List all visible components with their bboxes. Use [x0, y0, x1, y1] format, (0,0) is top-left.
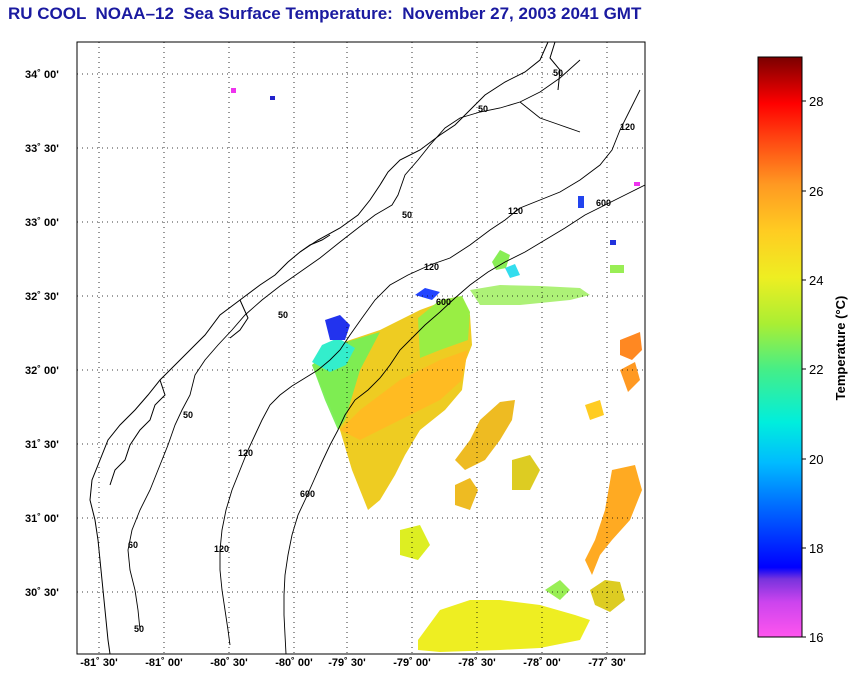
lon-tick-label: -78˚ 30' [458, 657, 496, 669]
sst-dot-magenta-e [634, 182, 640, 186]
sst-data-layer [231, 88, 642, 652]
colorbar-tick-label: 24 [809, 273, 823, 288]
colorbar-gradient [757, 56, 803, 638]
colorbar-label: Temperature (°C) [833, 296, 848, 401]
contour-label: 120 [620, 122, 635, 132]
colorbar-tick-label: 18 [809, 541, 823, 556]
sst-patch-blue-north [325, 315, 350, 340]
contour-label: 50 [134, 624, 144, 634]
sst-patch-cyan-upper [505, 264, 520, 278]
colorbar-tick-label: 26 [809, 184, 823, 199]
page-title: RU COOL NOAA–12 Sea Surface Temperature:… [8, 4, 642, 23]
lat-tick-label: 33˚ 00' [25, 217, 59, 229]
sst-patch-orange-band [340, 350, 468, 440]
lat-tick-label: 31˚ 00' [25, 513, 59, 525]
contour-label: 120 [424, 262, 439, 272]
sst-dot-blue-e [578, 196, 584, 208]
lon-tick-label: -80˚ 00' [275, 657, 313, 669]
lat-tick-label: 30˚ 30' [25, 587, 59, 599]
lon-tick-label: -79˚ 30' [328, 657, 366, 669]
lat-tick-label: 34˚ 00' [25, 69, 59, 81]
contour-label: 50 [402, 210, 412, 220]
sst-patch-orange-east [620, 332, 642, 360]
colorbar-ticks [802, 100, 806, 638]
lat-tick-label: 33˚ 30' [25, 143, 59, 155]
sst-patch-east-5 [585, 465, 642, 575]
sst-patch-orange-east-2 [620, 362, 640, 392]
sst-patch-cyan [312, 338, 355, 372]
contour-label: 120 [238, 448, 253, 458]
sst-patch-green-mid [470, 285, 590, 305]
sst-patch-green-upper [492, 250, 510, 270]
lat-tick-label: 32˚ 00' [25, 365, 59, 377]
lon-tick-label: -81˚ 00' [145, 657, 183, 669]
lon-tick-label: -77˚ 30' [588, 657, 626, 669]
sst-dot-green-e [610, 265, 624, 273]
colorbar-tick-label: 28 [809, 94, 823, 109]
sst-patch-east-6 [590, 580, 625, 612]
lon-tick-label: -80˚ 30' [210, 657, 248, 669]
sst-patch-green-south [545, 580, 570, 600]
lon-tick-label: -78˚ 00' [523, 657, 561, 669]
sst-patch-green-north [418, 296, 470, 358]
contour-label: 120 [214, 544, 229, 554]
sst-patch-east-7 [400, 525, 430, 560]
coastline [89, 42, 561, 654]
sst-patch-east-3 [512, 455, 540, 490]
sst-dot-magenta [231, 88, 236, 93]
sst-patch-south [418, 600, 590, 652]
contour-label: 600 [300, 489, 315, 499]
sst-patch-east-1 [455, 400, 515, 470]
colorbar-tick-label: 20 [809, 452, 823, 467]
sst-dot-blue [270, 96, 275, 100]
contour-label: 50 [183, 410, 193, 420]
isobath-50 [127, 59, 581, 631]
isobath-600 [283, 184, 645, 654]
contour-labels: 50 50 50 50 50 120 120 120 120 120 600 6… [128, 68, 635, 634]
lon-tick-label: -79˚ 00' [393, 657, 431, 669]
contour-label: 600 [436, 297, 451, 307]
latitude-labels: 34˚ 00' 33˚ 30' 33˚ 00' 32˚ 30' 32˚ 00' … [25, 69, 59, 599]
contour-label: 50 [478, 104, 488, 114]
sst-patch-east-2 [455, 478, 478, 510]
colorbar: 16 18 20 22 24 26 28 Temperature (°C) [757, 56, 848, 645]
contour-label: 600 [596, 198, 611, 208]
contour-label: 120 [508, 206, 523, 216]
contour-label: 50 [553, 68, 563, 78]
longitude-labels: -81˚ 30' -81˚ 00' -80˚ 30' -80˚ 00' -79˚… [80, 657, 626, 669]
colorbar-tick-label: 16 [809, 630, 823, 645]
lat-tick-label: 32˚ 30' [25, 291, 59, 303]
contour-label: 50 [278, 310, 288, 320]
graticule [77, 42, 645, 654]
lat-tick-label: 31˚ 30' [25, 439, 59, 451]
sst-patch-blue-2 [415, 288, 440, 300]
sst-patch-east-4 [585, 400, 604, 420]
contour-label: 60 [128, 540, 138, 550]
lon-tick-label: -81˚ 30' [80, 657, 118, 669]
map-frame [76, 41, 646, 655]
isobath-120 [219, 89, 641, 646]
colorbar-tick-label: 22 [809, 362, 823, 377]
sst-dot-blue-e2 [610, 240, 616, 245]
